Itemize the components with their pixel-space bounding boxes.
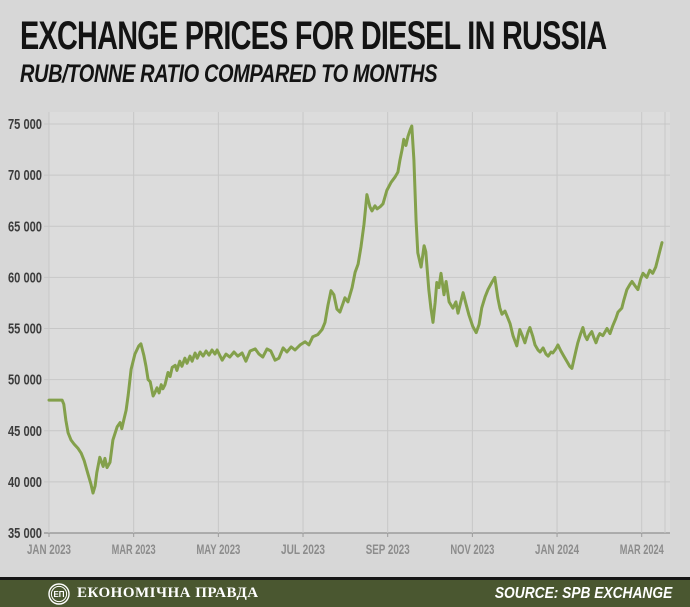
ep-logo-icon: ЕП xyxy=(48,582,70,605)
y-axis-tick-label: 55 000 xyxy=(8,321,42,338)
x-axis-tick-label: JUL 2023 xyxy=(281,541,325,557)
x-axis-tick-label: JAN 2024 xyxy=(535,541,579,557)
source-credit: SOURCE: SPB EXCHANGE xyxy=(494,584,672,602)
y-axis-tick-label: 60 000 xyxy=(8,269,42,286)
page-subtitle: RUB/TONNE RATIO COMPARED TO MONTHS xyxy=(20,60,438,88)
x-axis-tick-label: MAR 2023 xyxy=(112,541,156,557)
y-axis-tick-label: 35 000 xyxy=(8,525,42,542)
footer-bar: ЕП ЕКОНОМІЧНА ПРАВДА SOURCE: SPB EXCHANG… xyxy=(0,577,690,607)
y-axis-tick-label: 40 000 xyxy=(8,474,42,491)
x-axis-tick-label: MAY 2023 xyxy=(196,541,240,557)
y-axis-tick-label: 65 000 xyxy=(8,218,42,235)
price-line xyxy=(47,124,664,495)
x-axis-tick-label: SEP 2023 xyxy=(366,541,410,557)
plot-area xyxy=(49,112,670,533)
page-title: EXCHANGE PRICES FOR DIESEL IN RUSSIA xyxy=(20,14,607,58)
header: EXCHANGE PRICES FOR DIESEL IN RUSSIA RUB… xyxy=(20,16,690,87)
diesel-price-line-chart: 35 000 40 000 45 000 50 000 55 000 60 000 65 0… xyxy=(8,112,670,557)
y-axis-tick-label: 70 000 xyxy=(8,167,42,184)
x-axis-tick-label: JAN 2023 xyxy=(27,541,71,557)
x-axis-tick-label: MAR 2024 xyxy=(620,541,664,557)
brand: ЕП ЕКОНОМІЧНА ПРАВДА xyxy=(48,582,259,605)
ep-logo-monogram: ЕП xyxy=(53,590,64,599)
y-axis-tick-label: 45 000 xyxy=(8,423,42,440)
brand-name: ЕКОНОМІЧНА ПРАВДА xyxy=(77,585,259,601)
y-axis-tick-label: 75 000 xyxy=(8,116,42,133)
y-axis-tick-label: 50 000 xyxy=(8,372,42,389)
x-axis-tick-label: NOV 2023 xyxy=(450,541,494,557)
